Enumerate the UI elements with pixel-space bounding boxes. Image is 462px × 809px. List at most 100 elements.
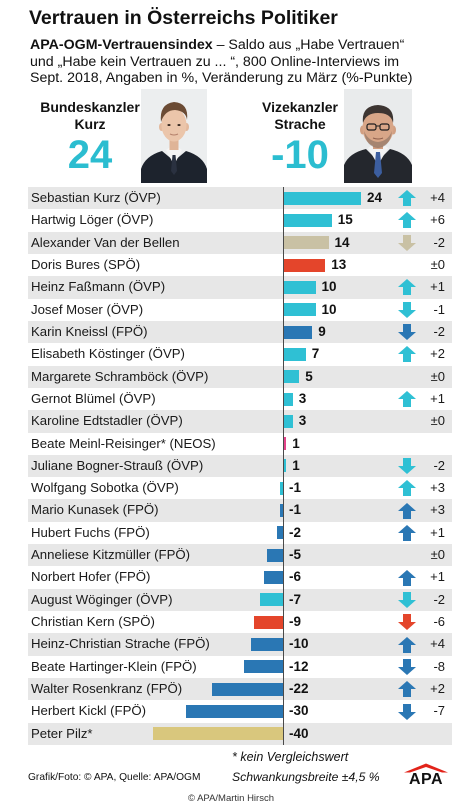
change-value-label: +4 [430, 636, 445, 652]
subtitle-line-2: und „Habe kein Vertrauen zu ... “, 800 O… [30, 53, 400, 70]
trend-up-arrow-icon [398, 212, 416, 229]
change-value-label: -6 [433, 614, 445, 630]
trend-up-arrow-icon [398, 569, 416, 586]
trust-bar [244, 660, 283, 674]
trust-bar [276, 526, 283, 540]
chart-row: Herbert Kickl (FPÖ) -30 -7 [28, 700, 452, 722]
chart-row: Wolfgang Sobotka (ÖVP) -1 +3 [28, 477, 452, 499]
change-value-label: ±0 [430, 547, 445, 563]
change-value-label: ±0 [430, 256, 445, 272]
chart-row: August Wöginger (ÖVP) -7 -2 [28, 588, 452, 612]
trend-down-arrow-icon [398, 457, 416, 474]
chancellor-headline: Bundeskanzler Kurz 24 [28, 99, 152, 177]
trust-index-bar-chart: Sebastian Kurz (ÖVP) 24 +4 Hartwig Löger (Ö… [28, 187, 452, 745]
trust-value-label: 15 [337, 212, 353, 228]
change-value-label: -7 [433, 703, 445, 719]
politician-name: Karoline Edtstadler (ÖVP) [31, 413, 183, 429]
trust-bar [283, 280, 316, 294]
politician-name: Sebastian Kurz (ÖVP) [31, 190, 161, 205]
kurz-portrait-photo [141, 89, 207, 183]
change-value-label: +1 [430, 390, 445, 406]
trust-bar [185, 705, 283, 719]
change-value-label: -2 [433, 591, 445, 607]
trust-bar [250, 638, 283, 652]
trust-value-label: -2 [289, 524, 302, 540]
chart-row: Karin Kneissl (FPÖ) 9 -2 [28, 320, 452, 344]
politician-name: August Wöginger (ÖVP) [31, 591, 173, 607]
chart-row: Peter Pilz* -40 [28, 722, 452, 745]
trust-bar [283, 325, 313, 339]
trust-value-label: 3 [298, 413, 307, 429]
change-value-label: +6 [430, 212, 445, 228]
trust-value-label: 3 [298, 390, 307, 406]
trust-value-label: -6 [289, 569, 302, 585]
trust-value-label: 10 [321, 301, 337, 317]
chart-row: Juliane Bogner-Strauß (ÖVP) 1 -2 [28, 454, 452, 478]
subtitle-line-1: APA-OGM-Vertrauensindex – Saldo aus „Hab… [30, 37, 413, 54]
trust-value-label: 24 [367, 190, 383, 205]
change-value-label: -1 [433, 301, 445, 317]
apa-logo-text: APA [408, 771, 444, 788]
politician-name: Alexander Van der Bellen [31, 234, 180, 250]
chart-row: Margarete Schramböck (ÖVP) 5 ±0 [28, 365, 452, 388]
politician-name: Anneliese Kitzmüller (FPÖ) [31, 547, 191, 563]
chart-row: Anneliese Kitzmüller (FPÖ) -5 ±0 [28, 544, 452, 567]
trust-bar [283, 370, 300, 384]
chart-row: Karoline Edtstadler (ÖVP) 3 ±0 [28, 410, 452, 433]
chart-row: Mario Kunasek (FPÖ) -1 +3 [28, 499, 452, 522]
chancellor-role-label: Bundeskanzler [40, 99, 140, 115]
trust-bar [263, 571, 283, 585]
trend-down-arrow-icon [398, 614, 416, 631]
chart-row: Sebastian Kurz (ÖVP) 24 +4 [28, 187, 452, 210]
trend-up-arrow-icon [398, 524, 416, 541]
trust-value-label: -30 [289, 703, 309, 719]
trust-value-label: -1 [289, 502, 302, 518]
change-value-label: -2 [433, 457, 445, 473]
subtitle-index-name: APA-OGM-Vertrauensindex [30, 37, 213, 53]
trust-bar [283, 414, 293, 428]
trend-up-arrow-icon [398, 636, 416, 653]
change-value-label: +1 [430, 279, 445, 295]
trust-value-label: -7 [289, 591, 302, 607]
chart-row: Hartwig Löger (ÖVP) 15 +6 [28, 209, 452, 231]
subtitle-text: – Saldo aus „Habe Vertrauen“ [216, 37, 405, 53]
trust-bar [283, 347, 306, 361]
chart-row: Christian Kern (SPÖ) -9 -6 [28, 611, 452, 633]
footnote: * kein Vergleichswert [232, 750, 349, 764]
vice-chancellor-trust-value: -10 [271, 133, 329, 177]
politician-name: Beate Hartinger-Klein (FPÖ) [31, 658, 197, 674]
chart-row: Josef Moser (ÖVP) 10 -1 [28, 299, 452, 321]
politician-name: Karin Kneissl (FPÖ) [31, 323, 148, 339]
trend-up-arrow-icon [398, 391, 416, 408]
politician-name: Juliane Bogner-Strauß (ÖVP) [31, 457, 204, 473]
trend-down-arrow-icon [398, 324, 416, 341]
politician-name: Beate Meinl-Reisinger* (NEOS) [31, 435, 216, 451]
trust-value-label: 1 [292, 435, 300, 451]
trust-value-label: 10 [321, 279, 337, 295]
change-value-label: -2 [433, 323, 445, 339]
chart-row: Gernot Blümel (ÖVP) 3 +1 [28, 388, 452, 410]
politician-name: Peter Pilz* [31, 725, 93, 741]
margin-of-error-note: Schwankungsbreite ±4,5 % [232, 770, 380, 784]
politician-name: Mario Kunasek (FPÖ) [31, 502, 159, 518]
chart-row: Norbert Hofer (FPÖ) -6 +1 [28, 566, 452, 588]
trend-up-arrow-icon [398, 502, 416, 519]
chancellor-name-label: Kurz [74, 116, 106, 132]
chart-subtitle: APA-OGM-Vertrauensindex – Saldo aus „Hab… [30, 37, 413, 87]
trust-value-label: -9 [289, 614, 302, 630]
strache-portrait-photo [344, 89, 412, 183]
trust-bar [266, 548, 283, 562]
chart-row: Beate Hartinger-Klein (FPÖ) -12 -8 [28, 656, 452, 678]
change-value-label: +2 [430, 346, 445, 362]
politician-name: Herbert Kickl (FPÖ) [31, 703, 147, 719]
photo-credit: © APA/Martin Hirsch [187, 793, 274, 804]
change-value-label: +3 [430, 480, 445, 496]
trust-bar [283, 191, 361, 205]
trust-value-label: -10 [289, 636, 309, 652]
trust-value-label: -40 [289, 725, 309, 741]
trust-bar [283, 459, 287, 473]
trend-up-arrow-icon [398, 681, 416, 698]
trust-bar [283, 236, 329, 250]
trend-down-arrow-icon [398, 658, 416, 675]
vice-chancellor-name-label: Strache [274, 116, 326, 132]
